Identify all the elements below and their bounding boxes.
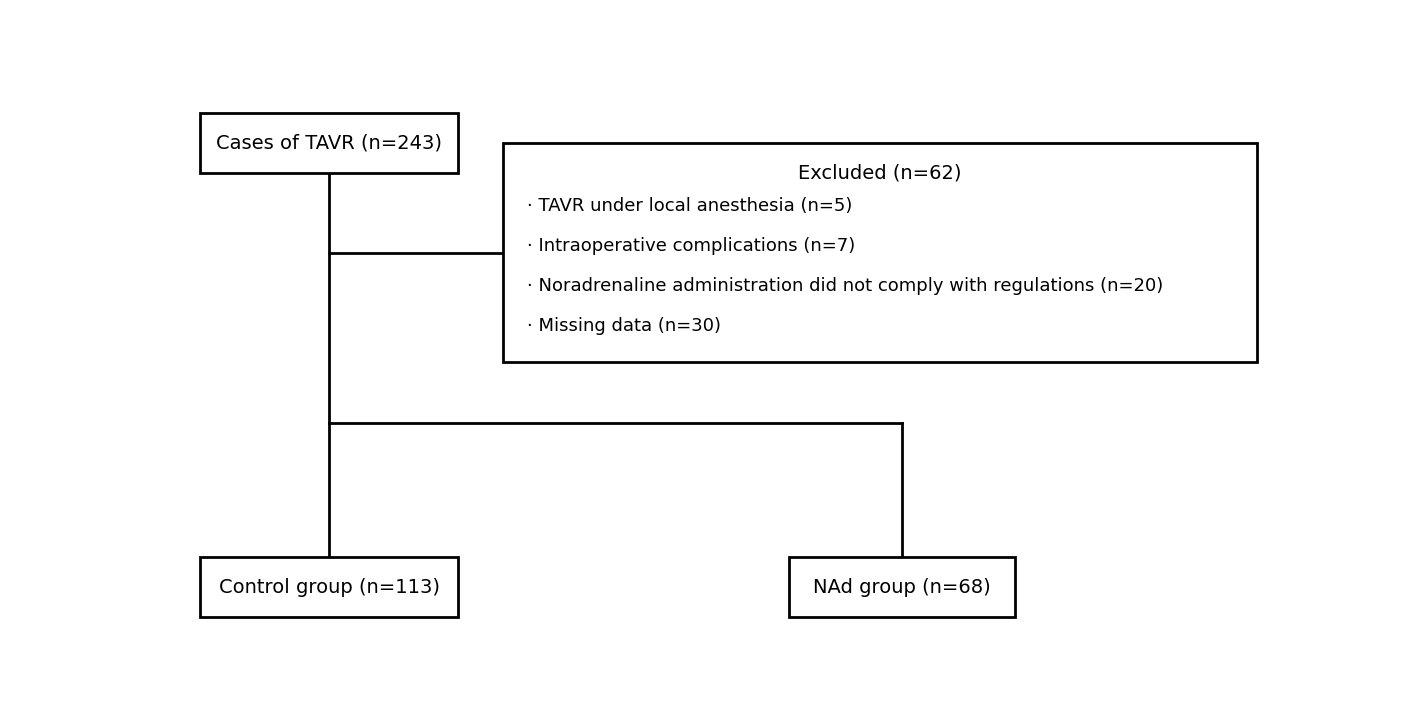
Text: Excluded (n=62): Excluded (n=62) <box>799 164 962 183</box>
Text: · Noradrenaline administration did not comply with regulations (n=20): · Noradrenaline administration did not c… <box>527 277 1162 295</box>
FancyBboxPatch shape <box>199 557 459 617</box>
FancyBboxPatch shape <box>199 113 459 173</box>
FancyBboxPatch shape <box>503 143 1258 362</box>
Text: Control group (n=113): Control group (n=113) <box>219 577 439 597</box>
Text: · TAVR under local anesthesia (n=5): · TAVR under local anesthesia (n=5) <box>527 197 853 215</box>
Text: Cases of TAVR (n=243): Cases of TAVR (n=243) <box>216 134 442 152</box>
Text: · Intraoperative complications (n=7): · Intraoperative complications (n=7) <box>527 237 855 255</box>
Text: · Missing data (n=30): · Missing data (n=30) <box>527 317 720 335</box>
Text: NAd group (n=68): NAd group (n=68) <box>813 577 990 597</box>
FancyBboxPatch shape <box>789 557 1015 617</box>
